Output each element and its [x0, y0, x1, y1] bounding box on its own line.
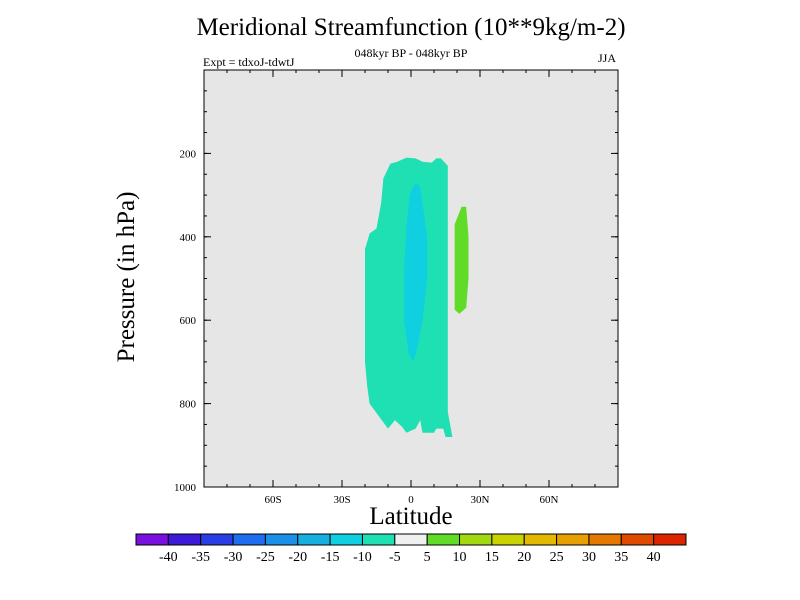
colorbar-swatch [135, 533, 169, 546]
colorbar-label: 25 [550, 550, 564, 565]
colorbar-label: 20 [517, 550, 531, 565]
colorbar-label: 35 [614, 550, 628, 565]
colorbar-swatch [329, 533, 363, 546]
colorbar-swatch [297, 533, 331, 546]
colorbar-label: 40 [647, 550, 661, 565]
y-tick-label: 1000 [174, 482, 197, 494]
y-tick-label: 600 [180, 315, 197, 327]
season-label: JJA [598, 51, 617, 65]
x-axis-label: Latitude [369, 503, 453, 530]
colorbar-swatch [588, 533, 622, 546]
colorbar-swatch [264, 533, 299, 546]
colorbar: -40 -35 -30 -25 -20 -15 -10 -5 5 10 15 20 25 30 35 40 [135, 533, 687, 565]
colorbar-swatch [167, 533, 202, 546]
colorbar-swatch [620, 533, 655, 546]
colorbar-swatch [459, 533, 493, 546]
chart-title: Meridional Streamfunction (10**9kg/m-2) [196, 14, 626, 41]
colorbar-swatch [426, 533, 461, 546]
colorbar-label: -40 [159, 550, 178, 565]
colorbar-label: 30 [582, 550, 596, 565]
colorbar-label: 5 [424, 550, 431, 565]
colorbar-swatch [361, 533, 396, 546]
colorbar-label: -35 [191, 550, 210, 565]
colorbar-swatch [394, 533, 428, 546]
colorbar-label: 10 [453, 550, 467, 565]
colorbar-label: -5 [389, 550, 401, 565]
colorbar-label: 15 [485, 550, 499, 565]
y-tick-label: 400 [180, 232, 197, 244]
x-tick-label: 30S [333, 494, 350, 506]
contour-region-5-to-10 [454, 206, 469, 314]
colorbar-label: -10 [353, 550, 372, 565]
colorbar-swatch [523, 533, 558, 546]
colorbar-swatch [200, 533, 234, 546]
axis-ticks: 60S 30S 0 30N 60N 200 400 600 800 1000 [174, 70, 618, 506]
colorbar-swatch [556, 533, 590, 546]
colorbar-label: -20 [288, 550, 307, 565]
experiment-label: Expt = tdxoJ-tdwtJ [203, 55, 295, 69]
contour-region-15-to-10 [404, 182, 428, 362]
y-tick-label: 200 [180, 148, 197, 160]
x-tick-label: 60N [540, 494, 559, 506]
colorbar-label: -30 [224, 550, 243, 565]
colorbar-swatch [491, 533, 525, 546]
x-tick-label: 60S [264, 494, 281, 506]
y-tick-label: 800 [180, 399, 197, 411]
contour-regions [365, 157, 469, 487]
colorbar-label: -25 [256, 550, 275, 565]
chart-subtitle: 048kyr BP - 048kyr BP [354, 46, 468, 60]
x-tick-label: 0 [408, 494, 414, 506]
colorbar-swatch [653, 533, 687, 546]
colorbar-label: -15 [321, 550, 340, 565]
x-tick-label: 30N [471, 494, 490, 506]
colorbar-swatch [232, 533, 266, 546]
